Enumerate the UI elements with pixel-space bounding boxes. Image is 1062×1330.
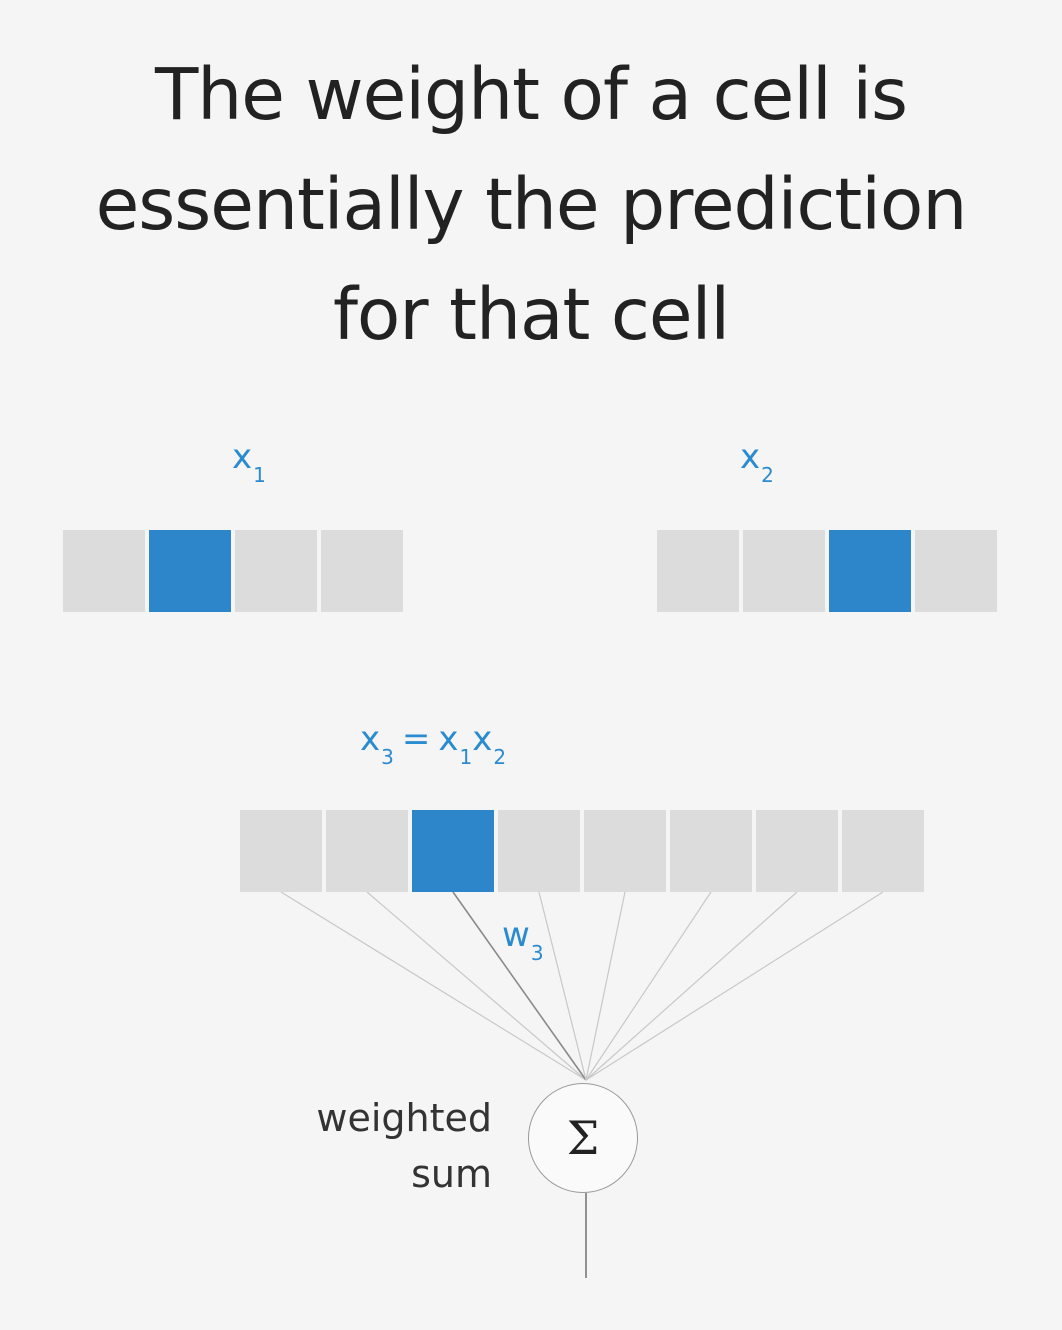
x3-cell-3-active xyxy=(412,810,494,892)
sigma-node: Σ xyxy=(528,1083,638,1193)
x1-cell-2-active xyxy=(149,530,231,612)
x2-cell-2 xyxy=(743,530,825,612)
connection-line-4 xyxy=(538,891,587,1081)
w3-var: w xyxy=(502,915,530,955)
x3-rhs-a-var: x xyxy=(438,719,459,759)
x1-vector xyxy=(63,530,403,612)
w3-sub: 3 xyxy=(530,941,544,965)
x2-var: x xyxy=(740,437,761,477)
x3-equation: x3 = x1x2 xyxy=(360,722,506,767)
weighted-sum-line-1: weighted xyxy=(316,1096,492,1140)
connection-line-3 xyxy=(452,891,587,1081)
slide-title: The weight of a cell is essentially the … xyxy=(0,40,1062,370)
w3-label: w3 xyxy=(502,918,544,963)
connection-line-6 xyxy=(585,891,712,1081)
x1-cell-4 xyxy=(321,530,403,612)
connection-line-7 xyxy=(585,891,798,1081)
x3-cell-5 xyxy=(584,810,666,892)
title-line-2: essentially the prediction xyxy=(95,163,968,246)
weighted-sum-label: weighted sum xyxy=(316,1090,492,1202)
x1-cell-1 xyxy=(63,530,145,612)
x3-cell-7 xyxy=(756,810,838,892)
x1-cell-3 xyxy=(235,530,317,612)
x3-cell-4 xyxy=(498,810,580,892)
x3-rhs-a-sub: 1 xyxy=(459,745,473,769)
x3-cell-6 xyxy=(670,810,752,892)
x3-sub: 3 xyxy=(381,745,394,769)
connection-line-2 xyxy=(366,891,587,1081)
sigma-icon: Σ xyxy=(566,1111,600,1165)
x3-equals: = xyxy=(401,719,431,759)
x1-label: x1 xyxy=(232,440,266,485)
x3-cell-1 xyxy=(240,810,322,892)
title-line-3: for that cell xyxy=(332,273,730,356)
x2-vector xyxy=(657,530,997,612)
x1-sub: 1 xyxy=(253,463,266,487)
connection-line-1 xyxy=(280,891,587,1081)
connection-line-5 xyxy=(585,891,626,1081)
x3-rhs-b-sub: 2 xyxy=(493,745,507,769)
x3-rhs-b-var: x xyxy=(472,719,493,759)
x3-cell-8 xyxy=(842,810,924,892)
x3-cell-2 xyxy=(326,810,408,892)
x2-cell-1 xyxy=(657,530,739,612)
x2-label: x2 xyxy=(740,440,774,485)
x2-sub: 2 xyxy=(761,463,774,487)
connection-line-8 xyxy=(585,891,884,1081)
title-line-1: The weight of a cell is xyxy=(154,53,908,136)
weighted-sum-line-2: sum xyxy=(411,1152,492,1196)
x3-vector xyxy=(240,810,924,892)
x1-var: x xyxy=(232,437,253,477)
x2-cell-4 xyxy=(915,530,997,612)
x2-cell-3-active xyxy=(829,530,911,612)
x3-var: x xyxy=(360,719,381,759)
